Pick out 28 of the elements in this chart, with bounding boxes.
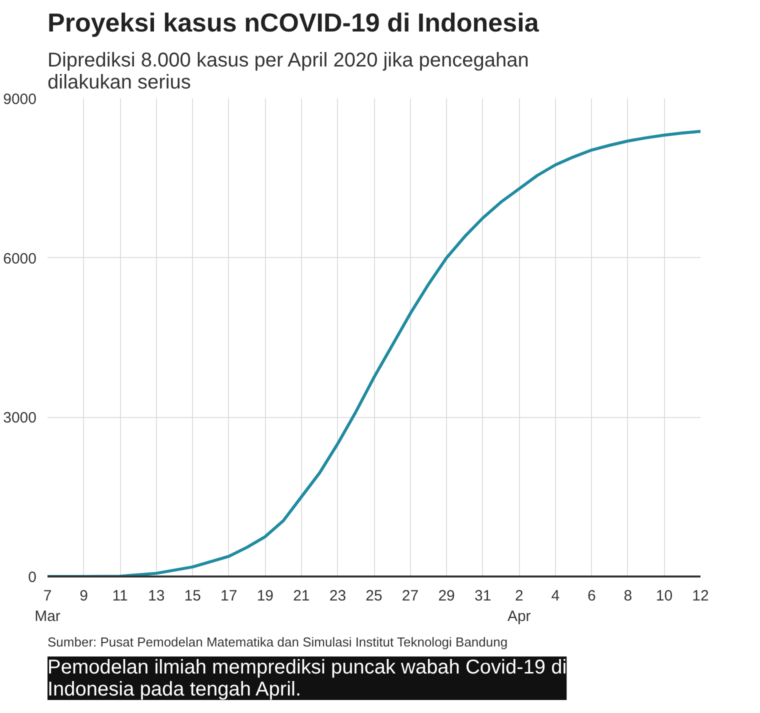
x-tick-label: 17: [220, 588, 238, 604]
x-tick-label: 9: [80, 588, 88, 604]
chart-title: Proyeksi kasus nCOVID-19 di Indonesia: [48, 8, 540, 38]
x-tick-label: 10: [656, 588, 673, 604]
x-tick-label: 21: [293, 588, 310, 604]
x-tick-label: 11: [112, 588, 128, 604]
x-tick-label: 2 Apr: [507, 588, 531, 625]
x-tick-label: 15: [184, 588, 201, 604]
chart-subtitle: Diprediksi 8.000 kasus per April 2020 jika pencegahan dilakukan serius: [48, 50, 529, 94]
x-tick-label: 7 Mar: [34, 588, 60, 625]
x-tick-label: 13: [148, 588, 165, 604]
text: Sumber: Pusat Pemodelan Matematika dan Simulasi Institut Teknologi Bandung: [48, 634, 508, 650]
x-tick-label: 31: [474, 588, 492, 604]
y-tick-label: 9000: [3, 91, 37, 108]
x-tick-label: 8: [624, 588, 632, 604]
text: Pemodelan ilmiah memprediksi puncak wabah Covid-19 di Indonesia pada tengah April.: [48, 656, 567, 700]
x-tick-label: 27: [402, 588, 419, 604]
x-tick-label: 19: [256, 588, 274, 604]
x-tick-label: 25: [366, 588, 382, 604]
y-tick-label: 6000: [3, 250, 37, 268]
y-tick-label: 0: [28, 569, 36, 586]
line-series: [48, 130, 700, 576]
x-tick-label: 6: [587, 588, 596, 604]
x-tick-label: 29: [438, 588, 455, 604]
x-tick-label: 4: [551, 588, 560, 604]
x-tick-label: 12: [692, 588, 709, 604]
y-tick-label: 3000: [3, 410, 37, 427]
x-tick-label: 23: [329, 588, 346, 604]
